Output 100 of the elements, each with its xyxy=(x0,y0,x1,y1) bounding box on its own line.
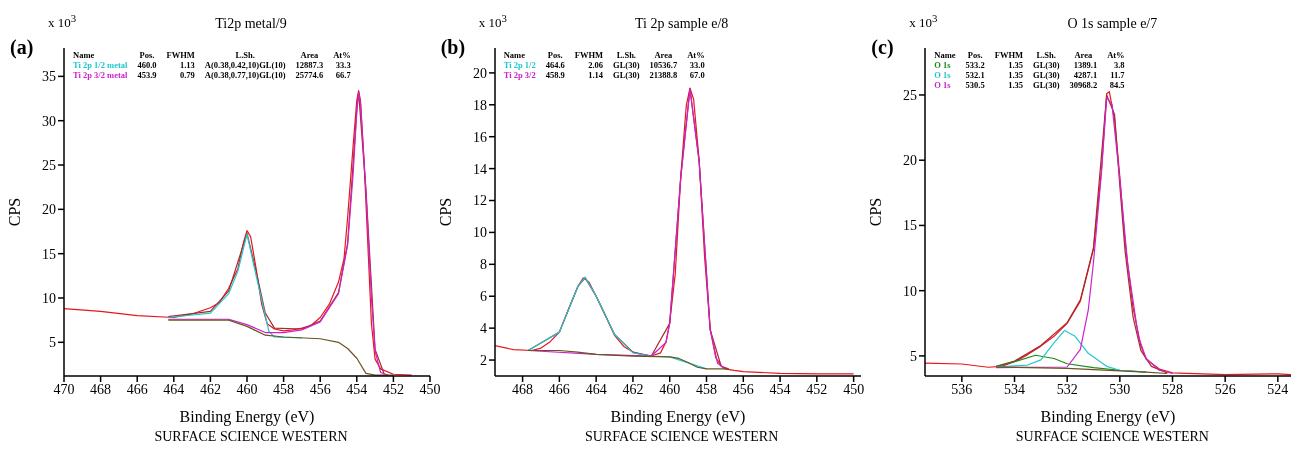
y-tick-label: 5 xyxy=(49,335,56,351)
y-tick-label: 35 xyxy=(42,69,56,85)
x-tick-label: 450 xyxy=(842,381,864,397)
annotation: A(0.38,0.77,10)GL(10) xyxy=(203,70,287,80)
annotation: 1389.1 xyxy=(1072,60,1099,70)
text: SURFACE SCIENCE WESTERN xyxy=(1014,429,1210,445)
x-tick-label: 532 xyxy=(1057,381,1079,397)
annotation: 530.5 xyxy=(964,80,986,90)
x-tick-label: 452 xyxy=(806,381,828,397)
annotation: L.Sh. xyxy=(234,50,256,60)
x-axis-title: Binding Energy (eV) xyxy=(610,408,746,426)
annotation: GL(30) xyxy=(1032,60,1061,70)
y-tick-label: 15 xyxy=(42,246,56,262)
text: (b) xyxy=(440,36,466,59)
text: Ti 2p 1/2 metal xyxy=(72,60,129,70)
y-tick-label: 20 xyxy=(42,202,56,218)
x-tick-label: 466 xyxy=(548,381,570,397)
y-tick-label: 4 xyxy=(479,321,487,337)
y-tick-label: 30 xyxy=(42,113,56,129)
y-tick-label: 16 xyxy=(472,129,487,145)
y-axis-title: CPS xyxy=(5,197,23,227)
annotation: Name xyxy=(502,50,526,60)
y-tick-label: 2 xyxy=(479,353,487,369)
text: (a) xyxy=(10,36,34,59)
annotation: FWHM xyxy=(573,50,605,60)
annotation: Pos. xyxy=(546,50,564,60)
x-tick-label: 456 xyxy=(309,381,331,397)
annotation: 12887.3 xyxy=(294,60,325,70)
y-tick-label: 5 xyxy=(910,348,918,364)
y-tick-label: 25 xyxy=(42,157,56,173)
y-tick-label: 15 xyxy=(903,218,918,234)
annotation: GL(30) xyxy=(1032,80,1061,90)
x-tick-label: 470 xyxy=(53,381,75,397)
annotation: Area xyxy=(653,50,674,60)
annotation: 33.0 xyxy=(688,60,706,70)
annotation: 66.7 xyxy=(334,70,352,80)
x-tick-label: 468 xyxy=(511,381,533,397)
annotation: 25774.6 xyxy=(294,70,325,80)
annotation: Area xyxy=(299,50,320,60)
x-tick-label: 450 xyxy=(419,381,441,397)
y-tick-label: 6 xyxy=(479,289,487,305)
x-tick-label: 464 xyxy=(163,381,185,397)
chart-title: Ti 2p sample e/8 xyxy=(635,16,729,31)
annotation: L.Sh. xyxy=(1035,50,1057,60)
annotation: 533.2 xyxy=(964,60,986,70)
annotation: 532.1 xyxy=(964,70,986,80)
x-tick-label: 536 xyxy=(951,381,973,397)
annotation: GL(30) xyxy=(612,70,641,80)
text: O 1s xyxy=(933,60,952,70)
y-tick-label: 12 xyxy=(472,193,487,209)
annotation: 84.5 xyxy=(1108,80,1126,90)
annotation: At% xyxy=(332,50,352,60)
annotation: At% xyxy=(686,50,706,60)
x-tick-label: 462 xyxy=(622,381,644,397)
x-tick-label: 528 xyxy=(1162,381,1184,397)
text: O 1s xyxy=(933,70,952,80)
annotation: GL(30) xyxy=(612,60,641,70)
annotation: FWHM xyxy=(993,50,1025,60)
x-tick-label: 464 xyxy=(585,381,607,397)
text: SURFACE SCIENCE WESTERN xyxy=(584,429,780,445)
x-tick-label: 452 xyxy=(382,381,404,397)
annotation: 33.3 xyxy=(334,60,352,70)
annotation: Area xyxy=(1073,50,1094,60)
text: x 10$^{3}$ xyxy=(48,12,77,32)
annotation: FWHM xyxy=(165,50,196,60)
annotation: 464.6 xyxy=(544,60,566,70)
y-axis-title: CPS xyxy=(436,197,454,227)
annotation: 1.35 xyxy=(1007,60,1025,70)
y-tick-label: 14 xyxy=(472,161,487,177)
y-tick-label: 20 xyxy=(472,65,487,81)
x-tick-label: 526 xyxy=(1215,381,1237,397)
y-tick-label: 8 xyxy=(479,257,487,273)
annotation: Name xyxy=(72,50,96,60)
annotation: 1.35 xyxy=(1007,80,1025,90)
x-tick-label: 458 xyxy=(273,381,295,397)
chart-title: O 1s sample e/7 xyxy=(1067,16,1158,31)
annotation: 453.9 xyxy=(136,70,158,80)
chart-title: Ti2p metal/9 xyxy=(215,16,287,31)
y-tick-label: 10 xyxy=(472,225,487,241)
annotation: Pos. xyxy=(138,50,156,60)
text: Ti 2p 3/2 metal xyxy=(72,70,129,80)
annotation: 11.7 xyxy=(1109,70,1126,80)
x-tick-label: 524 xyxy=(1267,381,1289,397)
annotation: Pos. xyxy=(966,50,984,60)
x-axis-title: Binding Energy (eV) xyxy=(179,408,315,426)
annotation: At% xyxy=(1106,50,1126,60)
annotation: L.Sh. xyxy=(615,50,637,60)
y-tick-label: 20 xyxy=(903,153,918,169)
y-tick-label: 18 xyxy=(472,97,487,113)
annotation: 2.06 xyxy=(587,60,605,70)
x-tick-label: 534 xyxy=(1004,381,1026,397)
x-tick-label: 462 xyxy=(199,381,221,397)
annotation: 67.0 xyxy=(688,70,706,80)
x-tick-label: 468 xyxy=(90,381,112,397)
annotation: A(0.38,0.42,10)GL(10) xyxy=(203,60,287,70)
annotation: 1.13 xyxy=(178,60,196,70)
text: Ti 2p 1/2 xyxy=(502,60,537,70)
y-tick-label: 10 xyxy=(42,290,56,306)
x-axis-title: Binding Energy (eV) xyxy=(1040,408,1176,426)
x-tick-label: 466 xyxy=(126,381,148,397)
